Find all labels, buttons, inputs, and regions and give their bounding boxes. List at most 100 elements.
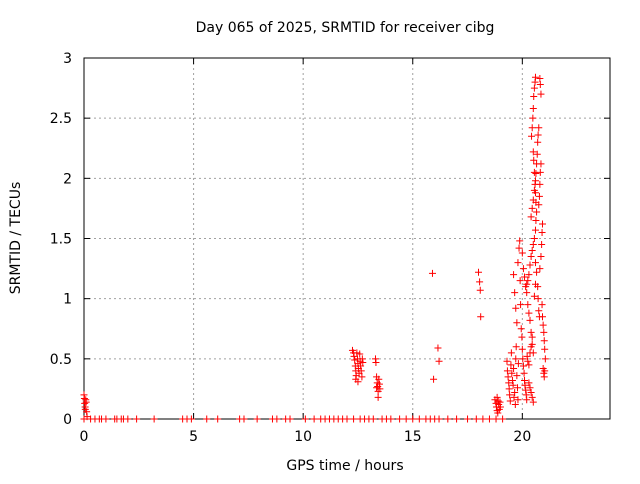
data-point (536, 168, 544, 176)
data-point (504, 373, 512, 381)
data-point (476, 286, 484, 294)
data-point (530, 168, 538, 176)
data-point (415, 415, 423, 423)
data-point (525, 271, 533, 279)
data-point (511, 389, 519, 397)
data-point (540, 373, 548, 381)
data-point (517, 301, 525, 309)
data-point (310, 415, 318, 423)
data-point (387, 415, 395, 423)
data-point (538, 220, 546, 228)
y-tick-label: 0.5 (50, 352, 72, 368)
data-point (533, 208, 541, 216)
data-point (524, 357, 532, 365)
data-point (286, 415, 294, 423)
data-point (464, 415, 472, 423)
data-point (529, 148, 537, 156)
data-point (492, 415, 500, 423)
data-point (519, 362, 527, 370)
data-point (506, 397, 514, 405)
y-tick-label: 3 (63, 51, 72, 67)
data-point (485, 415, 493, 423)
data-point (509, 381, 517, 389)
data-point (528, 204, 536, 212)
data-point (517, 325, 525, 333)
data-point (538, 241, 546, 249)
data-point (527, 213, 535, 221)
data-point (515, 244, 523, 252)
data-point (540, 328, 548, 336)
data-point (508, 376, 516, 384)
data-point (513, 319, 521, 327)
data-point (428, 269, 436, 277)
data-point (534, 131, 542, 139)
chart-title: Day 065 of 2025, SRMTID for receiver cib… (196, 20, 495, 36)
data-point (512, 355, 520, 363)
data-points (80, 73, 549, 423)
data-point (376, 385, 384, 393)
data-point (396, 415, 404, 423)
data-point (102, 415, 110, 423)
data-point (531, 226, 539, 234)
data-point (351, 356, 359, 364)
data-point (507, 349, 515, 357)
data-point (402, 415, 410, 423)
data-point (523, 352, 531, 360)
data-point (537, 253, 545, 261)
y-axis-label: SRMTID / TECUs (8, 182, 24, 295)
data-point (527, 253, 535, 261)
data-point (505, 379, 513, 387)
data-point (520, 369, 528, 377)
data-point (477, 313, 485, 321)
data-point (535, 201, 543, 209)
data-point (541, 367, 549, 375)
data-point (530, 156, 538, 164)
data-point (540, 337, 548, 345)
data-point (518, 345, 526, 353)
data-point (359, 358, 367, 366)
data-point (240, 415, 248, 423)
axis-ticks: 0 0.5 1 1.5 2 2.5 3 0 5 10 15 20 (50, 51, 610, 445)
data-point (529, 114, 537, 122)
data-point (529, 241, 537, 249)
data-point (373, 384, 381, 392)
data-point (507, 361, 515, 369)
data-point (535, 124, 543, 132)
x-tick-label: 10 (294, 429, 312, 445)
y-tick-label: 1.5 (50, 232, 72, 248)
data-point (522, 386, 530, 394)
data-point (521, 273, 529, 281)
data-point (356, 350, 364, 358)
data-point (538, 313, 546, 321)
data-point (519, 355, 527, 363)
data-point (301, 415, 309, 423)
data-point (535, 307, 543, 315)
data-point (357, 367, 365, 375)
data-point (531, 280, 539, 288)
data-point (435, 357, 443, 365)
data-point (528, 247, 536, 255)
data-point (541, 345, 549, 353)
data-point (510, 271, 518, 279)
data-point (343, 415, 351, 423)
data-point (472, 415, 480, 423)
data-point (350, 415, 358, 423)
data-point (528, 124, 536, 132)
data-point (503, 367, 511, 375)
data-point (528, 333, 536, 341)
data-point (133, 415, 141, 423)
data-point (518, 249, 526, 257)
data-point (526, 349, 534, 357)
x-axis-label: GPS time / hours (286, 458, 403, 474)
x-tick-label: 20 (513, 429, 531, 445)
data-point (503, 357, 511, 365)
data-point (539, 321, 547, 329)
data-point (532, 170, 540, 178)
data-point (526, 384, 534, 392)
data-point (541, 355, 549, 363)
data-point (530, 292, 538, 300)
data-point (514, 259, 522, 267)
data-point (529, 105, 537, 113)
